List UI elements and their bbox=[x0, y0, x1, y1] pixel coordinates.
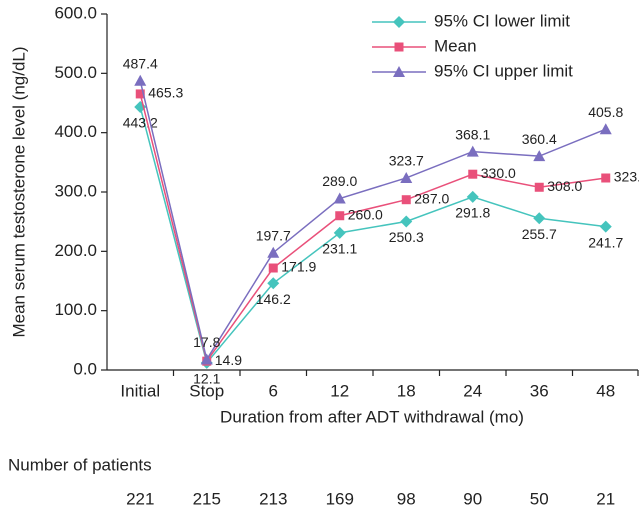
x-tick-label: 48 bbox=[596, 381, 615, 400]
data-label: 291.8 bbox=[455, 205, 490, 221]
series-line bbox=[139, 106, 606, 365]
data-point bbox=[599, 123, 612, 135]
data-label: 12.1 bbox=[193, 371, 220, 387]
legend-label: 95% CI upper limit bbox=[434, 61, 573, 80]
y-tick-label: 300.0 bbox=[54, 181, 97, 200]
legend-label: Mean bbox=[434, 36, 477, 55]
series-line bbox=[139, 80, 607, 362]
x-tick-label: 24 bbox=[463, 381, 482, 400]
data-label: 465.3 bbox=[148, 85, 183, 101]
patient-count: 213 bbox=[259, 489, 287, 508]
legend-marker bbox=[393, 16, 405, 28]
data-label: 197.7 bbox=[256, 227, 291, 243]
x-axis-label: Duration from after ADT withdrawal (mo) bbox=[220, 407, 524, 426]
data-point bbox=[134, 74, 147, 86]
data-label: 405.8 bbox=[588, 104, 623, 120]
data-point bbox=[533, 150, 546, 162]
data-point bbox=[333, 192, 346, 204]
legend-marker bbox=[394, 42, 404, 52]
data-point bbox=[335, 211, 345, 221]
patients-label: Number of patients bbox=[8, 455, 152, 474]
y-tick-label: 100.0 bbox=[54, 300, 97, 319]
patient-count: 21 bbox=[596, 489, 615, 508]
data-label: 330.0 bbox=[481, 165, 516, 181]
y-tick-label: 500.0 bbox=[54, 63, 97, 82]
data-point bbox=[468, 169, 478, 179]
data-label: 171.9 bbox=[281, 259, 316, 275]
data-label: 323.6 bbox=[614, 169, 639, 185]
data-label: 17.8 bbox=[193, 334, 220, 350]
data-label: 443.2 bbox=[123, 115, 158, 131]
data-point bbox=[466, 145, 479, 157]
data-point bbox=[400, 215, 413, 228]
data-label: 287.0 bbox=[414, 190, 449, 206]
x-tick-label: Stop bbox=[189, 381, 224, 400]
data-point bbox=[268, 263, 278, 273]
data-point bbox=[466, 190, 479, 203]
data-point bbox=[200, 353, 213, 365]
data-label: 368.1 bbox=[455, 126, 490, 142]
data-label: 250.3 bbox=[389, 229, 424, 245]
data-label: 308.0 bbox=[547, 178, 582, 194]
x-tick-label: 36 bbox=[530, 381, 549, 400]
data-label: 360.4 bbox=[522, 131, 557, 147]
data-label: 487.4 bbox=[123, 56, 158, 72]
data-label: 231.1 bbox=[322, 241, 357, 257]
data-label: 323.7 bbox=[389, 153, 424, 169]
patient-count: 50 bbox=[530, 489, 549, 508]
patient-count: 215 bbox=[193, 489, 221, 508]
data-point bbox=[400, 171, 413, 183]
y-tick-label: 400.0 bbox=[54, 122, 97, 141]
x-tick-label: Initial bbox=[120, 381, 160, 400]
x-tick-label: 6 bbox=[269, 381, 278, 400]
y-tick-label: 600.0 bbox=[54, 3, 97, 22]
x-tick-label: 12 bbox=[330, 381, 349, 400]
legend-marker bbox=[393, 66, 405, 77]
series-line bbox=[139, 93, 606, 363]
y-tick-label: 200.0 bbox=[54, 241, 97, 260]
data-label: 255.7 bbox=[522, 226, 557, 242]
data-point bbox=[534, 182, 544, 192]
y-tick-label: 0.0 bbox=[73, 359, 97, 378]
data-point bbox=[333, 226, 346, 239]
data-point bbox=[599, 220, 612, 233]
patient-count: 90 bbox=[463, 489, 482, 508]
data-label: 14.9 bbox=[215, 352, 242, 368]
data-label: 241.7 bbox=[588, 234, 623, 250]
patient-count: 98 bbox=[397, 489, 416, 508]
y-axis-label: Mean serum testosterone level (ng/dL) bbox=[9, 46, 28, 337]
data-label: 260.0 bbox=[348, 206, 383, 222]
x-tick-label: 18 bbox=[397, 381, 416, 400]
data-point bbox=[267, 277, 280, 290]
data-point bbox=[533, 212, 546, 225]
data-point bbox=[135, 89, 145, 99]
data-point bbox=[601, 173, 611, 183]
legend-label: 95% CI lower limit bbox=[434, 11, 570, 30]
patient-count: 169 bbox=[326, 489, 354, 508]
data-point bbox=[267, 246, 280, 258]
data-label: 289.0 bbox=[322, 173, 357, 189]
data-label: 146.2 bbox=[256, 291, 291, 307]
data-point bbox=[401, 195, 411, 205]
patient-count: 221 bbox=[126, 489, 154, 508]
